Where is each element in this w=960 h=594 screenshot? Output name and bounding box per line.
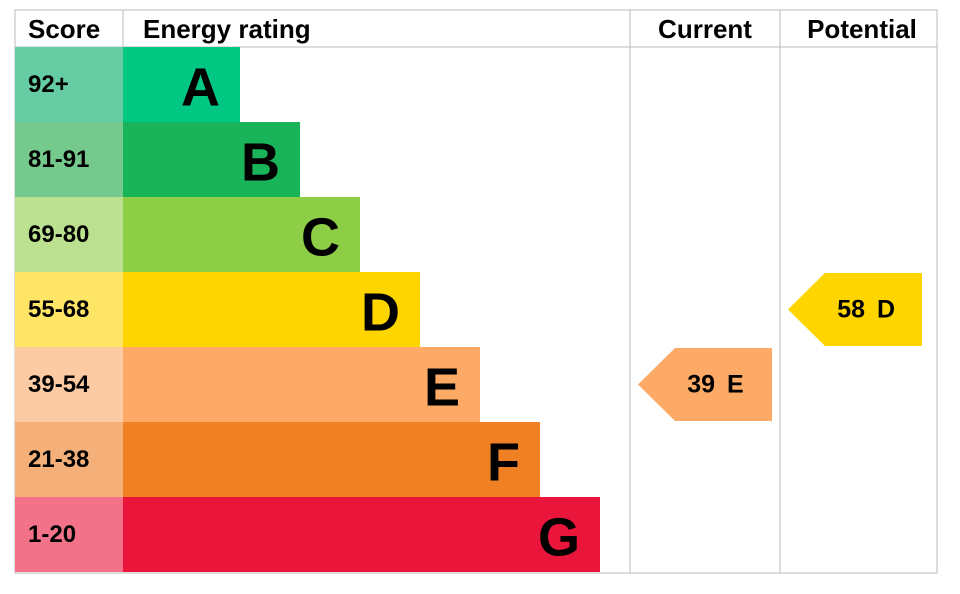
rating-letter: E xyxy=(424,358,460,418)
rating-letter: C xyxy=(301,208,340,268)
rating-bar xyxy=(123,197,360,272)
score-cell xyxy=(15,122,123,197)
score-label: 81-91 xyxy=(28,146,89,173)
rating-letter: A xyxy=(181,58,220,118)
score-label: 21-38 xyxy=(28,446,89,473)
rating-bar xyxy=(123,272,420,347)
score-label: 92+ xyxy=(28,71,69,98)
rating-bar xyxy=(123,347,480,422)
rating-bar xyxy=(123,422,540,497)
potential-value: 58 xyxy=(837,296,865,324)
current-letter: E xyxy=(727,371,744,399)
score-cell xyxy=(15,497,123,572)
rating-letter: B xyxy=(241,133,280,193)
header-potential: Potential xyxy=(807,14,917,44)
score-label: 69-80 xyxy=(28,221,89,248)
score-cell xyxy=(15,272,123,347)
current-arrow xyxy=(638,348,772,421)
rating-letter: F xyxy=(487,433,520,493)
score-label: 39-54 xyxy=(28,371,90,398)
current-value: 39 xyxy=(687,371,715,399)
rating-letter: D xyxy=(361,283,400,343)
rating-bar xyxy=(123,497,600,572)
header-rating: Energy rating xyxy=(143,14,311,44)
score-label: 1-20 xyxy=(28,521,76,548)
header-score: Score xyxy=(28,14,100,44)
score-cell xyxy=(15,422,123,497)
rating-bar xyxy=(123,122,300,197)
rating-letter: G xyxy=(538,508,580,568)
score-cell xyxy=(15,197,123,272)
score-label: 55-68 xyxy=(28,296,89,323)
rating-bar xyxy=(123,47,240,122)
header-current: Current xyxy=(658,14,752,44)
score-cell xyxy=(15,47,123,122)
score-cell xyxy=(15,347,123,422)
potential-letter: D xyxy=(877,296,895,324)
potential-arrow xyxy=(788,273,922,346)
